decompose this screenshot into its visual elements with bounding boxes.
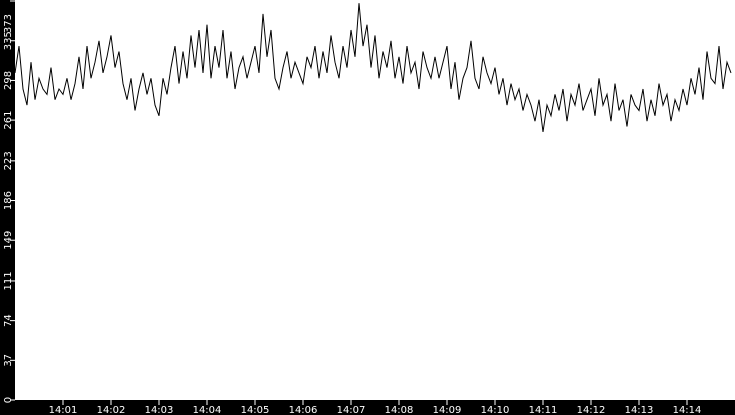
- y-tick-label: 149: [3, 231, 14, 250]
- y-tick-label: 37: [3, 354, 14, 367]
- y-tick-label: 298: [3, 71, 14, 90]
- x-tick-label: 14:03: [145, 405, 174, 415]
- x-tick-label: 14:06: [289, 405, 318, 415]
- plot-area: [15, 0, 735, 400]
- x-tick-label: 14:09: [433, 405, 462, 415]
- y-tick-label: 74: [3, 314, 14, 327]
- x-tick-label: 14:05: [241, 405, 270, 415]
- y-tick-label: 335: [3, 31, 14, 50]
- y-tick-label: 373: [3, 14, 14, 33]
- x-tick-label: 14:10: [481, 405, 510, 415]
- x-tick-label: 14:11: [529, 405, 558, 415]
- x-tick-label: 14:01: [49, 405, 78, 415]
- x-tick-label: 14:08: [385, 405, 414, 415]
- y-tick-label: 186: [3, 191, 14, 210]
- y-tick-label: 261: [3, 111, 14, 130]
- x-tick-label: 14:02: [97, 405, 126, 415]
- x-axis: 14:01 14:02 14:03 14:04 14:05 14:06 14:07 14:08…: [49, 400, 702, 415]
- y-tick-label: 111: [3, 271, 14, 290]
- x-tick-label: 14:13: [625, 405, 654, 415]
- x-tick-label: 14:04: [193, 405, 222, 415]
- series-line: [14, 3, 732, 132]
- y-tick-label: 0: [3, 397, 14, 403]
- x-tick-label: 14:12: [577, 405, 606, 415]
- y-tick-label: 223: [3, 151, 14, 170]
- x-tick-label: 14:14: [673, 405, 702, 415]
- x-tick-label: 14:07: [337, 405, 366, 415]
